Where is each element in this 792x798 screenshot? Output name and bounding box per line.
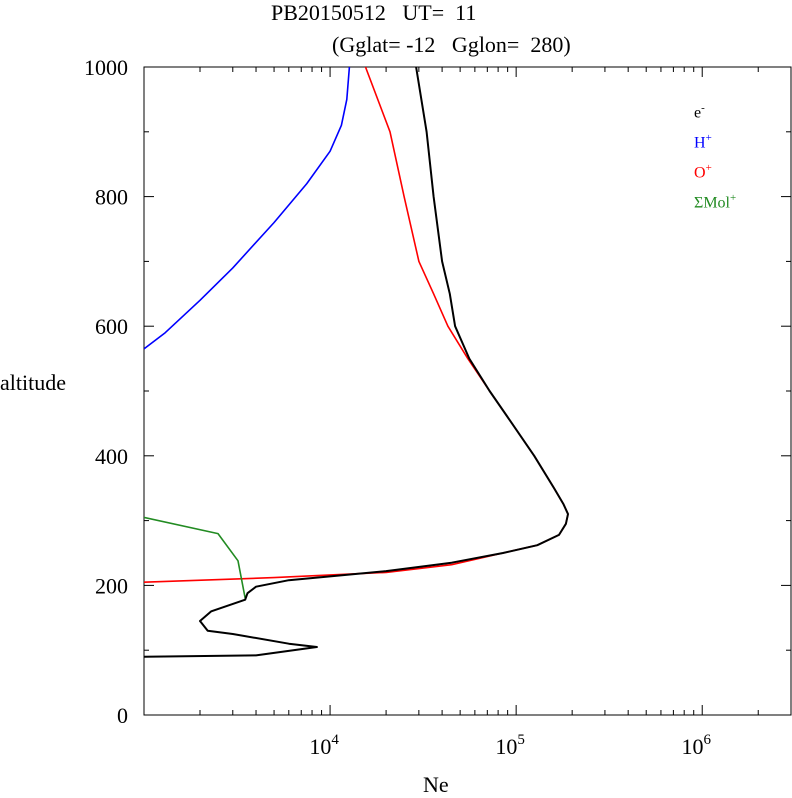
legend-sup: - xyxy=(701,102,705,114)
chart-title-line1: PB20150512 UT= 11 xyxy=(271,0,477,25)
legend-item: H+ xyxy=(694,132,712,152)
series-line-e xyxy=(144,67,569,658)
y-tick-label: 400 xyxy=(95,444,128,469)
series-line-o xyxy=(144,67,569,583)
legend-label: ΣMol xyxy=(694,194,730,212)
series-line-h xyxy=(144,67,351,350)
legend-item: O+ xyxy=(694,162,712,182)
legend-label: e xyxy=(694,104,702,122)
x-tick-label: 104 xyxy=(309,732,339,759)
legend-sup: + xyxy=(729,192,737,204)
chart-title-line2: (Gglat= -12 Gglon= 280) xyxy=(332,32,571,57)
legend-label: O xyxy=(694,164,706,182)
y-tick-label: 600 xyxy=(95,314,128,339)
axis-ticks xyxy=(143,66,792,716)
y-tick-label: 1000 xyxy=(84,55,128,80)
y-tick-label: 200 xyxy=(95,573,128,598)
tick-labels: 0 200 400 600 800 1000 104 105 106 xyxy=(84,55,711,759)
series-line-mol xyxy=(144,516,246,599)
legend-sup: + xyxy=(705,162,712,174)
series-lines xyxy=(144,67,569,658)
x-tick-label: 106 xyxy=(681,732,711,759)
legend-label: H xyxy=(694,134,706,152)
legend-item: ΣMol+ xyxy=(694,192,736,212)
legend-sup: + xyxy=(705,132,712,144)
x-tick-label: 105 xyxy=(495,732,525,759)
y-tick-label: 800 xyxy=(95,185,128,210)
y-tick-label: 0 xyxy=(117,703,128,728)
legend-item: e- xyxy=(694,102,705,122)
y-axis-label: altitude xyxy=(0,370,66,395)
x-axis-label: Ne xyxy=(423,772,449,797)
